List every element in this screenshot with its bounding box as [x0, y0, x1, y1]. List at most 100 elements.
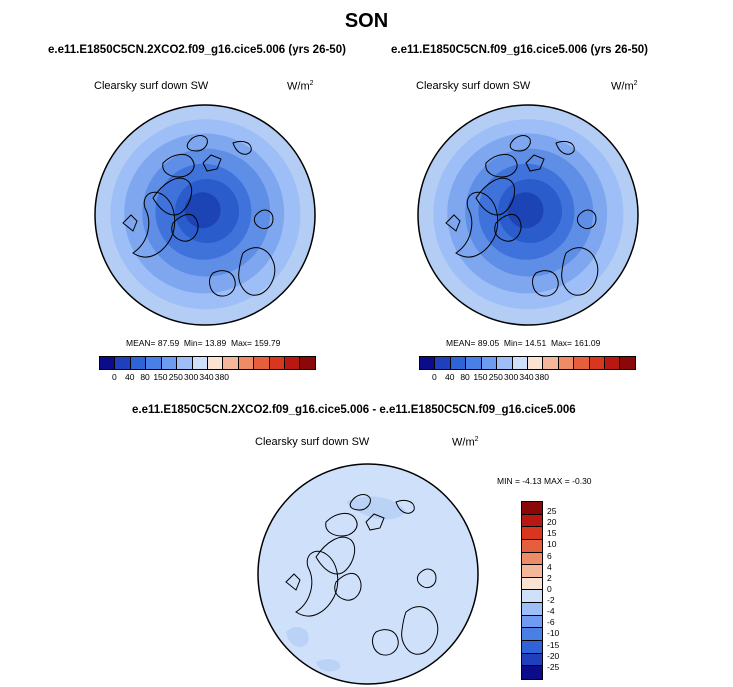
colorbar-tick-label: 150: [153, 372, 168, 382]
colorbar-tick-label: 40: [444, 372, 455, 382]
coastline: [525, 154, 545, 172]
coastline: [152, 177, 193, 216]
colorbar-swatch: [522, 565, 542, 578]
colorbar-tick-label: -25: [547, 661, 560, 672]
coastline: [132, 191, 176, 258]
coastline: [395, 499, 415, 514]
panel-2-map-boundary: [417, 104, 639, 326]
coastline: [122, 214, 138, 232]
colorbar-swatch: [527, 357, 544, 369]
colorbar-tick-label: 300: [184, 372, 199, 382]
colorbar-swatch: [269, 357, 286, 369]
colorbar-swatch: [522, 552, 542, 566]
colorbar-tick-label: 0: [431, 372, 437, 382]
coastline: [555, 140, 575, 155]
panel-2-colorbar: [419, 356, 636, 370]
panel-2-units: W/m2: [611, 80, 638, 93]
diff-case-title: e.e11.E1850C5CN.2XCO2.f09_g16.cice5.006 …: [132, 404, 576, 416]
colorbar-swatch: [146, 357, 162, 369]
colorbar-swatch: [285, 357, 301, 369]
coastline: [445, 214, 461, 232]
season-title: SON: [344, 10, 389, 32]
coastline: [186, 135, 208, 152]
panel-2-shading: [418, 105, 638, 325]
shading-band: [316, 659, 341, 672]
coastline: [372, 629, 399, 656]
shading-band: [184, 192, 221, 229]
colorbar-swatch: [522, 527, 542, 540]
colorbar-tick-label: 380: [534, 372, 549, 382]
colorbar-tick-label: 0: [547, 583, 552, 594]
colorbar-swatch: [466, 357, 482, 369]
colorbar-swatch: [238, 357, 255, 369]
colorbar-tick-label: -10: [547, 628, 560, 639]
panel-1-colorbar: [99, 356, 316, 370]
colorbar-swatch: [605, 357, 621, 369]
colorbar-tick-label: -2: [547, 595, 555, 606]
panel-1-variable-label: Clearsky surf down SW: [94, 80, 209, 92]
colorbar-tick-label: 2: [547, 572, 552, 583]
colorbar-swatch: [161, 357, 178, 369]
colorbar-tick-label: 80: [460, 372, 470, 382]
coastline: [253, 209, 274, 230]
panel-1-units: W/m2: [287, 80, 314, 93]
colorbar-swatch: [589, 357, 606, 369]
colorbar-swatch: [522, 666, 542, 679]
diff-stats: MIN = -4.13 MAX = -0.30: [497, 476, 592, 486]
shading-band: [507, 192, 544, 229]
colorbar-swatch: [522, 603, 542, 616]
colorbar-tick-label: -4: [547, 606, 555, 617]
coastline: [232, 140, 252, 155]
coastline: [532, 270, 559, 297]
coastline: [349, 494, 371, 511]
colorbar-swatch: [177, 357, 193, 369]
colorbar-swatch: [543, 357, 559, 369]
coastline: [365, 513, 385, 531]
coastline: [171, 214, 199, 242]
shading-band: [258, 464, 478, 684]
coastline: [334, 573, 362, 601]
colorbar-swatch: [522, 653, 542, 667]
colorbar-tick-label: 380: [214, 372, 229, 382]
colorbar-swatch: [522, 641, 542, 654]
colorbar-swatch: [420, 357, 436, 369]
coastline: [494, 214, 522, 242]
coastline: [455, 191, 499, 258]
panel-1-stats: MEAN= 87.59 Min= 13.89 Max= 159.79: [126, 338, 281, 348]
diff-map-boundary: [257, 463, 479, 685]
diff-units: W/m2: [452, 436, 479, 449]
diff-shading: [258, 464, 478, 684]
colorbar-tick-label: 0: [111, 372, 117, 382]
shading-band: [346, 496, 406, 520]
colorbar-swatch: [522, 502, 542, 515]
colorbar-swatch: [522, 577, 542, 591]
coastline: [238, 247, 276, 296]
coastline: [509, 135, 531, 152]
colorbar-swatch: [558, 357, 575, 369]
coastline: [202, 154, 222, 172]
colorbar-swatch: [192, 357, 208, 369]
colorbar-tick-label: 20: [547, 517, 557, 528]
coastline: [576, 209, 597, 230]
coastline: [162, 154, 195, 178]
colorbar-swatch: [115, 357, 131, 369]
colorbar-swatch: [207, 357, 224, 369]
diff-variable-label: Clearsky surf down SW: [255, 436, 370, 448]
diff-polar-map: [257, 463, 479, 685]
colorbar-swatch: [100, 357, 116, 369]
diff-coastlines: [285, 494, 439, 656]
colorbar-tick-label: 150: [473, 372, 488, 382]
coastline: [285, 573, 301, 591]
colorbar-tick-label: 340: [199, 372, 214, 382]
colorbar-swatch: [512, 357, 528, 369]
colorbar-tick-label: 25: [547, 506, 557, 516]
colorbar-tick-label: 10: [547, 539, 557, 550]
colorbar-tick-label: -20: [547, 650, 560, 661]
colorbar-swatch: [522, 615, 542, 629]
colorbar-tick-label: 40: [124, 372, 135, 382]
coastline: [561, 247, 599, 296]
colorbar-tick-label: -15: [547, 639, 560, 650]
coastline: [401, 606, 439, 655]
colorbar-tick-label: 15: [547, 528, 557, 539]
panel-1-polar-map: [94, 104, 316, 326]
